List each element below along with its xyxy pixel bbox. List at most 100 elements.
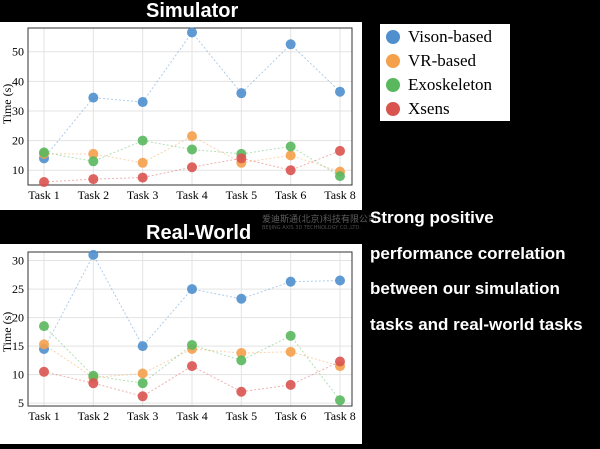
real-world-chart-panel: 5 10 15 20 25 30 Task 1 Task 2 Task 3 Task 4 Task … <box>0 244 362 444</box>
x-tick-label-task-5: Task 5 <box>226 188 258 202</box>
x-tick-label-task-1: Task 1 <box>28 409 60 423</box>
y-tick-label-0: 10 <box>12 163 24 177</box>
caption-line-1: Strong positive <box>370 208 494 227</box>
point-exoskeleton-task-3 <box>137 378 148 389</box>
x-tick-label-task-2: Task 2 <box>78 409 110 423</box>
point-xsens-task-5 <box>236 153 247 164</box>
point-vr-based-task-1 <box>39 339 49 350</box>
point-xsens-task-6 <box>285 379 296 390</box>
x-tick-label-task-5: Task 5 <box>226 409 258 423</box>
caption-line-3: between our simulation <box>370 279 560 298</box>
legend-label-xsens: Xsens <box>408 99 450 118</box>
y-tick-label-4: 50 <box>12 45 24 59</box>
point-vison-based-task-2 <box>88 92 99 103</box>
legend-marker-xsens <box>386 102 400 116</box>
point-xsens-task-2 <box>88 378 99 389</box>
caption: Strong positive performance correlation … <box>370 200 598 342</box>
point-vr-based-task-6 <box>285 150 296 161</box>
x-tick-label-task-4: Task 4 <box>176 188 208 202</box>
legend-item-vision: Vison-based <box>386 25 492 49</box>
simulator-chart-panel: 10 20 30 40 50 Task 1 Task 2 Task 3 Task 4 Task 5… <box>0 22 362 210</box>
y-tick-label-2: 30 <box>12 104 24 118</box>
point-xsens-task-1 <box>39 177 49 188</box>
point-exoskeleton-task-6 <box>285 330 296 341</box>
point-exoskeleton-task-1 <box>39 321 49 332</box>
point-vr-based-task-3 <box>137 157 148 168</box>
x-tick-label-task-4: Task 4 <box>176 409 208 423</box>
y-tick-label-5: 30 <box>12 254 24 268</box>
point-vison-based-task-5 <box>236 88 247 99</box>
point-vison-based-task-3 <box>137 341 148 352</box>
x-tick-label-task-8: Task 8 <box>324 188 356 202</box>
legend-item-xsens: Xsens <box>386 97 450 121</box>
y-axis-label: Time (s) <box>0 84 14 125</box>
legend-label-vr: VR-based <box>408 51 476 70</box>
legend-marker-vision <box>386 30 400 44</box>
x-tick-label-task-6: Task 6 <box>275 188 307 202</box>
point-vr-based-task-4 <box>187 131 197 142</box>
real-world-title: Real-World <box>146 222 252 244</box>
point-xsens-task-8 <box>335 356 345 367</box>
x-tick-label-task-3: Task 3 <box>127 409 159 423</box>
point-exoskeleton-task-1 <box>39 147 49 158</box>
y-tick-label-1: 20 <box>12 134 24 148</box>
point-xsens-task-3 <box>137 391 148 402</box>
y-tick-label-1: 10 <box>12 368 24 382</box>
point-vr-based-task-3 <box>137 368 148 379</box>
point-vison-based-task-8 <box>335 275 345 286</box>
y-tick-label-3: 20 <box>12 311 24 325</box>
watermark-text: 爱迪斯通(北京)科技有限公司 <box>262 215 378 225</box>
point-exoskeleton-task-6 <box>285 141 296 152</box>
point-exoskeleton-task-4 <box>187 339 197 350</box>
point-xsens-task-4 <box>187 361 197 372</box>
legend-item-exoskeleton: Exoskeleton <box>386 73 492 97</box>
point-exoskeleton-task-3 <box>137 135 148 146</box>
point-vison-based-task-6 <box>285 39 296 50</box>
y-axis-label: Time (s) <box>0 312 14 353</box>
point-xsens-task-3 <box>137 172 148 183</box>
point-exoskeleton-task-2 <box>88 156 99 167</box>
x-tick-label-task-3: Task 3 <box>127 188 159 202</box>
simulator-chart: 10 20 30 40 50 Task 1 Task 2 Task 3 Task 4 Task 5… <box>0 27 356 202</box>
point-xsens-task-4 <box>187 162 197 173</box>
point-vr-based-task-5 <box>236 347 247 358</box>
point-vison-based-task-8 <box>335 86 345 97</box>
point-vr-based-task-2 <box>88 148 99 159</box>
point-xsens-task-1 <box>39 366 49 377</box>
point-xsens-task-8 <box>335 145 345 156</box>
y-tick-label-4: 25 <box>12 282 24 296</box>
point-vison-based-task-3 <box>137 97 148 108</box>
point-exoskeleton-task-2 <box>88 370 99 381</box>
legend-label-exoskeleton: Exoskeleton <box>408 75 493 94</box>
point-exoskeleton-task-5 <box>236 355 247 366</box>
legend-label-vision: Vison-based <box>408 27 492 46</box>
simulator-title: Simulator <box>146 0 239 22</box>
x-tick-label-task-8: Task 8 <box>324 409 356 423</box>
watermark-subtext: BEIJING AXIS 3D TECHNOLOGY CO.,LTD. <box>262 225 361 231</box>
point-xsens-task-6 <box>285 165 296 176</box>
point-vison-based-task-5 <box>236 293 247 304</box>
legend: Vison-based VR-based Exoskeleton Xsens <box>380 24 510 121</box>
point-vison-based-task-4 <box>187 284 197 295</box>
y-tick-label-0: 5 <box>18 396 24 410</box>
point-exoskeleton-task-8 <box>335 395 345 406</box>
point-vison-based-task-6 <box>285 276 296 287</box>
point-xsens-task-5 <box>236 386 247 397</box>
caption-line-4: tasks and real-world tasks <box>370 314 583 334</box>
point-vison-based-task-2 <box>88 249 99 260</box>
point-exoskeleton-task-4 <box>187 144 197 155</box>
y-tick-label-3: 40 <box>12 74 24 88</box>
x-tick-label-task-2: Task 2 <box>78 188 110 202</box>
plot-frame <box>27 251 353 407</box>
real-world-chart: 5 10 15 20 25 30 Task 1 Task 2 Task 3 Task 4 Task … <box>0 249 356 423</box>
y-tick-label-2: 15 <box>12 339 24 353</box>
x-tick-label-task-1: Task 1 <box>28 188 60 202</box>
point-vison-based-task-4 <box>187 27 197 38</box>
legend-marker-vr <box>386 54 400 68</box>
point-xsens-task-2 <box>88 174 99 185</box>
company-watermark: 爱迪斯通(北京)科技有限公司 BEIJING AXIS 3D TECHNOLOG… <box>228 212 378 232</box>
caption-line-2: performance correlation <box>370 243 566 263</box>
point-exoskeleton-task-8 <box>335 171 345 182</box>
legend-item-vr: VR-based <box>386 49 476 73</box>
x-tick-label-task-6: Task 6 <box>275 409 307 423</box>
